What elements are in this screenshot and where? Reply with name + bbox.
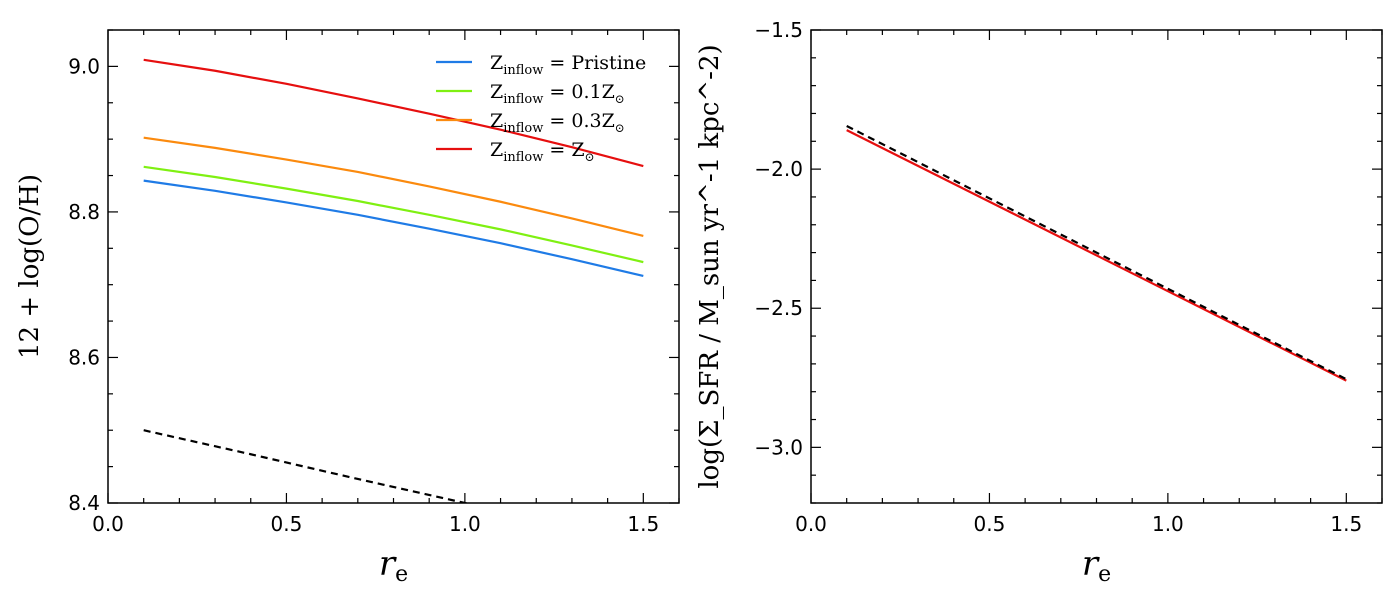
y-tick-label: 8.6 xyxy=(68,345,100,369)
y-tick-label: 8.8 xyxy=(68,200,100,224)
series-line-reference-dashed xyxy=(846,125,1347,381)
y-tick-label: −2.5 xyxy=(754,296,803,320)
series-line-2 xyxy=(143,136,644,238)
x-axis-label: re xyxy=(1082,544,1111,587)
y-tick-label: 9.0 xyxy=(68,54,100,78)
series-line-1 xyxy=(143,165,644,264)
series-line-reference-dashed xyxy=(143,429,470,503)
x-tick-label: 0.0 xyxy=(92,512,124,536)
left-panel-metallicity: 0.0 0.5 1.0 1.5 8.4 8.6 8.8 9.0 re 12 + log(O/H) Z… xyxy=(15,29,680,587)
x-tick-label: 1.0 xyxy=(1152,512,1184,536)
legend-label: Zinflow = 0.3Z⊙ xyxy=(490,110,625,136)
x-axis-label: re xyxy=(379,544,408,587)
legend-label: Zinflow = Z⊙ xyxy=(490,139,595,165)
y-tick-label: −3.0 xyxy=(754,435,803,459)
series-line-0 xyxy=(846,129,1347,382)
y-axis-label: 12 + log(O/H) xyxy=(15,174,45,359)
y-tick-label: 8.4 xyxy=(68,491,100,515)
x-tick-label: 1.0 xyxy=(449,512,481,536)
x-tick-label: 0.5 xyxy=(974,512,1006,536)
legend-label: Zinflow = Pristine xyxy=(490,52,646,78)
series-line-3 xyxy=(143,58,644,168)
y-tick-label: −2.0 xyxy=(754,157,803,181)
x-tick-label: 1.5 xyxy=(1330,512,1362,536)
axes-frame xyxy=(810,29,1383,504)
y-tick-label: −1.5 xyxy=(754,18,803,42)
x-tick-label: 0.0 xyxy=(795,512,827,536)
x-tick-label: 1.5 xyxy=(627,512,659,536)
y-axis-label: log(Σ_SFR / M_sun yr^-1 kpc^-2) xyxy=(695,44,725,488)
legend-label: Zinflow = 0.1Z⊙ xyxy=(490,81,625,107)
right-panel-sfr-density: 0.0 0.5 1.0 1.5 −3.0 −2.5 −2.0 −1.5 re log(Σ_SFR … xyxy=(695,18,1383,587)
solar-symbol-icon: ⊙ xyxy=(615,92,625,106)
series-line-0 xyxy=(143,179,644,278)
x-tick-label: 0.5 xyxy=(271,512,303,536)
solar-symbol-icon: ⊙ xyxy=(615,121,625,135)
legend: Zinflow = Pristine Zinflow = 0.1Z⊙ Zinflow… xyxy=(436,52,646,165)
solar-symbol-icon: ⊙ xyxy=(585,150,595,164)
